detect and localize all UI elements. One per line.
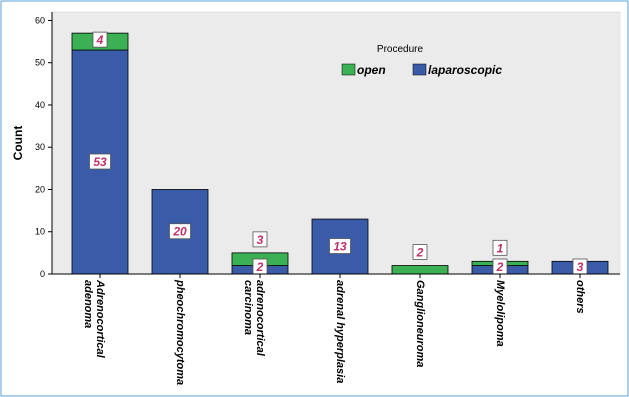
legend-label-laparoscopic: laparoscopic — [428, 63, 502, 77]
data-label-open-box — [92, 31, 108, 48]
x-tick-label: Adrenocorticaladenoma — [82, 279, 106, 359]
data-label-laparoscopic: 20 — [172, 225, 187, 239]
data-label-laparoscopic-box — [89, 153, 111, 170]
y-ticks-group: 0 10 20 30 40 50 60 — [35, 15, 52, 279]
x-tick-label: adrenal hyperplasia — [334, 280, 346, 383]
legend: Procedure open laparoscopic — [341, 44, 502, 77]
x-tick-label: Ganglioneuroma — [414, 280, 426, 367]
x-tick-label: adrenocorticalcarcinoma — [242, 280, 266, 357]
y-tick-label: 60 — [35, 15, 45, 25]
bar-open — [391, 265, 449, 275]
data-label-open: 1 — [497, 241, 504, 255]
legend-swatch-open — [341, 63, 356, 76]
legend-swatch-laparoscopic — [412, 63, 427, 76]
data-label-open: 3 — [257, 233, 264, 247]
data-label-laparoscopic-box — [169, 223, 191, 240]
data-label-laparoscopic: 13 — [333, 240, 347, 254]
y-tick-label: 30 — [35, 142, 45, 152]
data-label-open: 2 — [416, 246, 424, 260]
x-tick-label: others — [574, 280, 586, 314]
x-tick-label: Myelolipoma — [494, 280, 506, 347]
data-label-laparoscopic: 2 — [496, 260, 504, 274]
y-tick-label: 0 — [40, 269, 45, 279]
y-tick-label: 40 — [35, 100, 45, 110]
data-label-open-box — [412, 244, 428, 260]
x-ticks-group: Adrenocorticaladenoma pheochromocytoma adr… — [82, 274, 586, 385]
data-label-laparoscopic-box — [329, 238, 351, 254]
y-tick-label: 10 — [35, 227, 45, 237]
legend-title: Procedure — [377, 44, 424, 55]
y-tick-label: 20 — [35, 184, 45, 194]
data-label-laparoscopic: 53 — [93, 155, 107, 169]
y-tick-label: 50 — [35, 58, 45, 68]
data-label-open: 4 — [96, 33, 104, 47]
legend-label-open: open — [357, 63, 386, 77]
data-label-open-box — [492, 239, 508, 256]
data-label-open-box — [252, 231, 268, 248]
data-label-laparoscopic: 3 — [577, 260, 584, 274]
y-axis-title: Count — [11, 126, 25, 161]
x-tick-label: pheochromocytoma — [174, 279, 186, 385]
data-label-laparoscopic: 2 — [256, 260, 264, 274]
